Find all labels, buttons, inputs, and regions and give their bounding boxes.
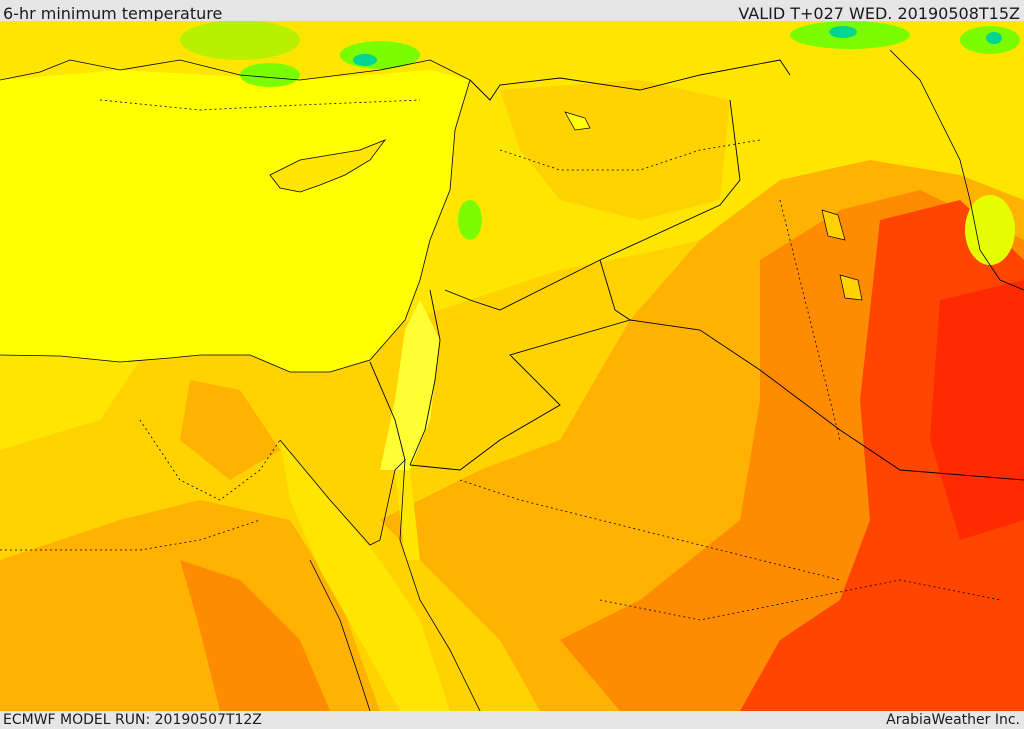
model-run-label: ECMWF MODEL RUN: 20190507T12Z bbox=[3, 712, 262, 728]
map-svg bbox=[0, 21, 1024, 711]
cool-patch-9 bbox=[829, 26, 857, 38]
land-deepred-region bbox=[930, 280, 1024, 540]
cyprus bbox=[269, 139, 387, 193]
header-bar: 6-hr minimum temperature VALID T+027 WED… bbox=[0, 0, 1024, 23]
cool-patch-8 bbox=[353, 54, 377, 66]
valid-time-label: VALID T+027 WED. 20190508T15Z bbox=[738, 4, 1020, 23]
land-darkorange-egypt bbox=[180, 560, 330, 711]
gulf-of-aqaba bbox=[395, 470, 420, 560]
cool-patch-1 bbox=[180, 21, 300, 60]
credit-label: ArabiaWeather Inc. bbox=[886, 712, 1020, 728]
map-title: 6-hr minimum temperature bbox=[3, 4, 223, 23]
cool-patch-2 bbox=[240, 63, 300, 87]
cool-patch-7 bbox=[965, 195, 1015, 265]
coastal-light-band bbox=[380, 300, 440, 470]
red-sea bbox=[280, 440, 450, 711]
footer-bar: ECMWF MODEL RUN: 20190507T12Z ArabiaWeat… bbox=[0, 711, 1024, 729]
cool-patch-10 bbox=[986, 32, 1002, 44]
mediterranean-sea bbox=[0, 70, 470, 372]
lake-habbaniyah bbox=[839, 274, 863, 301]
cool-patch-6 bbox=[458, 200, 482, 240]
lake-tharthar bbox=[821, 209, 846, 241]
coastlines bbox=[0, 49, 1024, 711]
temperature-map bbox=[0, 21, 1024, 711]
land-gold-syria bbox=[500, 80, 730, 220]
country-borders bbox=[369, 59, 1024, 481]
land-orange-sinai bbox=[180, 380, 280, 480]
lake-assad bbox=[564, 111, 591, 131]
admin-borders bbox=[0, 99, 1001, 621]
